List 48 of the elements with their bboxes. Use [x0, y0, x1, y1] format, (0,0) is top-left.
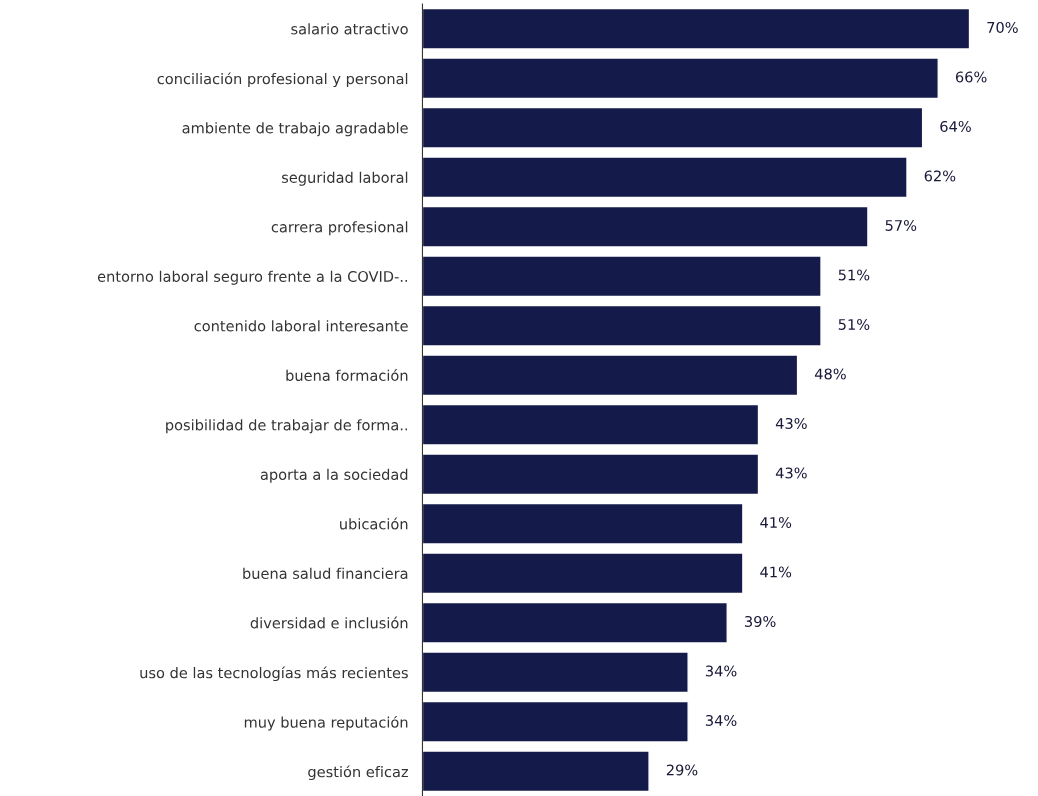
y-tick-label: entorno laboral seguro frente a la COVID-..	[97, 270, 408, 285]
y-tick-label: ubicación	[340, 517, 408, 530]
bar	[422, 552, 744, 595]
y-tick-label: contenido laboral interesante	[194, 320, 408, 332]
data-label: 57%	[885, 219, 917, 231]
bar	[422, 601, 728, 644]
y-tick-label: ambiente de trabajo agradable	[182, 122, 408, 137]
y-tick-label: buena formación	[286, 369, 408, 381]
y-tick-label: uso de las tecnologías más recientes	[140, 666, 408, 682]
y-tick-label: carrera profesional	[271, 221, 408, 236]
data-label: 43%	[775, 467, 807, 479]
bar	[422, 453, 760, 496]
y-tick-label: seguridad laboral	[282, 171, 408, 186]
y-tick-label: gestión eficaz	[308, 765, 408, 781]
bar	[422, 354, 799, 397]
y-tick-label: aporta a la sociedad	[260, 468, 408, 483]
y-tick-label: posibilidad de trabajar de forma..	[166, 419, 407, 434]
data-label: 48%	[814, 368, 846, 380]
data-label: 34%	[705, 665, 737, 677]
data-label: 62%	[924, 170, 956, 182]
bar	[422, 502, 744, 545]
data-label: 64%	[940, 120, 971, 132]
data-label: 51%	[838, 318, 870, 330]
data-label: 70%	[987, 21, 1018, 33]
y-tick-label: muy buena reputación	[244, 715, 408, 731]
bar	[422, 403, 760, 446]
bar	[422, 750, 650, 793]
data-label: 43%	[775, 417, 807, 429]
data-label: 66%	[955, 71, 987, 83]
bar	[422, 57, 939, 100]
y-tick-label: conciliación profesional y personal	[157, 72, 408, 88]
bar	[422, 651, 689, 694]
bar	[422, 255, 822, 298]
data-label: 29%	[666, 764, 698, 776]
bar	[422, 106, 924, 149]
bar	[422, 205, 869, 248]
y-tick-label: buena salud financiera	[243, 567, 408, 579]
y-tick-label: diversidad e inclusión	[250, 616, 408, 629]
data-label: 39%	[745, 615, 776, 627]
y-tick-label: salario atractivo	[291, 23, 408, 35]
data-label: 34%	[705, 714, 737, 726]
bar	[422, 156, 908, 199]
data-label: 41%	[760, 566, 792, 578]
data-label: 51%	[838, 269, 870, 281]
bar	[422, 304, 822, 347]
data-label: 41%	[760, 516, 792, 528]
bar	[422, 700, 689, 743]
bar	[422, 7, 971, 50]
